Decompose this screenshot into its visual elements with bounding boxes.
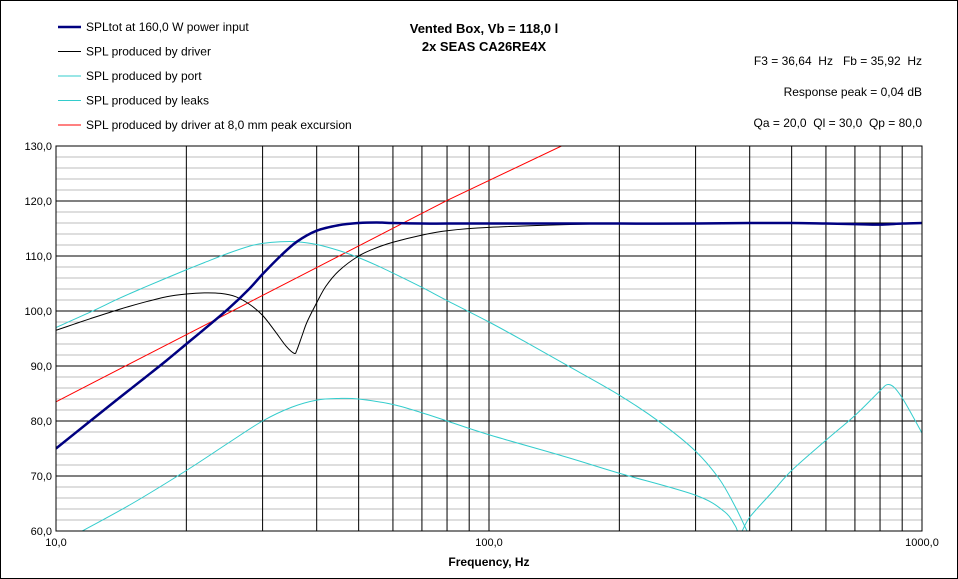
series-line-4 (56, 146, 562, 403)
series-line-0 (56, 221, 922, 450)
legend-label: SPL produced by leaks (86, 94, 209, 108)
legend-label: SPLtot at 160,0 W power input (86, 20, 249, 34)
tick-labels: 60,0 70,0 80,0 90,0 100,0 110,0 120,0 130,0 10,0… (24, 141, 938, 549)
y-tick-label: 100,0 (24, 306, 52, 318)
y-tick-label: 90,0 (31, 361, 52, 373)
annotation-response-peak: Response peak = 0,04 dB (784, 85, 922, 99)
legend: SPLtot at 160,0 W power input SPL produce… (58, 20, 352, 132)
series-line-1 (56, 222, 922, 355)
series-line-2 (56, 240, 748, 531)
grid (55, 145, 923, 532)
y-tick-label: 110,0 (25, 251, 52, 263)
y-tick-label: 70,0 (31, 471, 52, 483)
series-line-3 (82, 383, 922, 531)
x-tick-label: 100,0 (475, 537, 503, 549)
x-tick-label: 1000,0 (905, 537, 939, 549)
y-tick-label: 120,0 (24, 196, 52, 208)
legend-label: SPL produced by driver at 8,0 mm peak ex… (86, 118, 352, 132)
x-axis-label: Frequency, Hz (448, 555, 529, 569)
plot-border (55, 145, 923, 532)
y-tick-label: 130,0 (24, 141, 52, 153)
series-layer (56, 146, 922, 531)
y-tick-label: 60,0 (31, 526, 52, 538)
x-tick-label: 10,0 (45, 537, 66, 549)
annotation-q-values: Qa = 20,0 Ql = 30,0 Qp = 80,0 (754, 116, 923, 130)
annotation-f3-fb: F3 = 36,64 Hz Fb = 35,92 Hz (754, 54, 922, 68)
chart-title: Vented Box, Vb = 118,0 l (410, 21, 558, 36)
y-tick-label: 80,0 (31, 416, 52, 428)
legend-label: SPL produced by port (86, 69, 202, 83)
chart-subtitle: 2x SEAS CA26RE4X (422, 39, 547, 54)
legend-label: SPL produced by driver (86, 45, 211, 59)
